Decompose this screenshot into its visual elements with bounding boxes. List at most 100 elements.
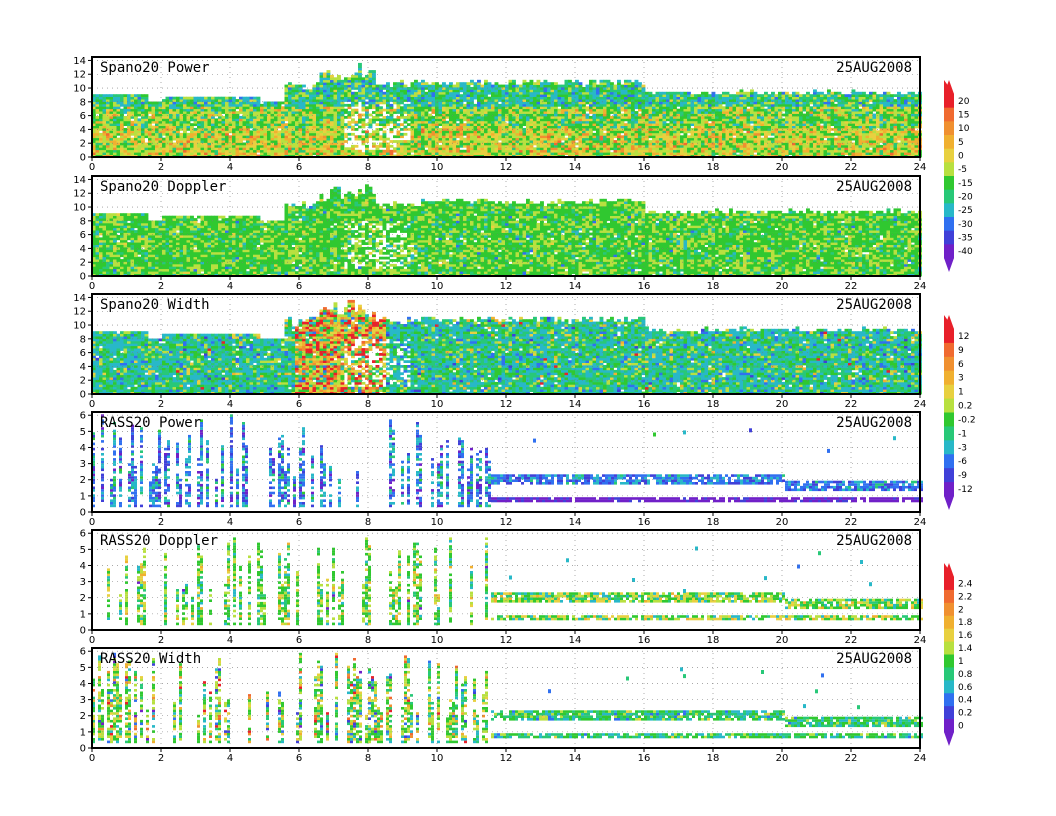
heatmap-cell — [141, 106, 145, 109]
heatmap-cell — [106, 145, 110, 148]
heatmap-cell — [197, 147, 201, 150]
heatmap-cell — [96, 130, 100, 133]
heatmap-cell — [274, 147, 278, 150]
heatmap-cell — [243, 135, 247, 138]
heatmap-cell — [148, 150, 152, 153]
heatmap-cell — [302, 126, 306, 129]
heatmap-cell — [208, 97, 212, 100]
heatmap-cell — [267, 150, 271, 153]
heatmap-cell — [348, 99, 352, 102]
heatmap-cell — [96, 147, 100, 150]
heatmap-cell — [96, 152, 100, 155]
heatmap-cell — [316, 118, 320, 121]
heatmap-cell — [316, 85, 320, 88]
heatmap-cell — [306, 104, 310, 107]
heatmap-cell — [316, 104, 320, 107]
heatmap-cell — [337, 118, 341, 121]
heatmap-cell — [355, 123, 359, 126]
heatmap-cell — [120, 104, 124, 107]
heatmap-cell — [274, 150, 278, 153]
heatmap-cell — [292, 116, 296, 119]
heatmap-cell — [190, 123, 194, 126]
heatmap-cell — [285, 135, 289, 138]
heatmap-cell — [309, 126, 313, 129]
heatmap-cell — [264, 121, 268, 124]
heatmap-cell — [159, 126, 163, 129]
heatmap-cell — [316, 99, 320, 102]
heatmap-cell — [187, 121, 191, 124]
heatmap-cell — [232, 147, 236, 150]
heatmap-cell — [257, 140, 261, 143]
heatmap-cell — [183, 111, 187, 114]
heatmap-cell — [225, 150, 229, 153]
heatmap-cell — [309, 89, 313, 92]
heatmap-cell — [96, 99, 100, 102]
heatmap-cell — [222, 145, 226, 148]
heatmap-cell — [145, 150, 149, 153]
heatmap-cell — [190, 135, 194, 138]
heatmap-cell — [204, 121, 208, 124]
heatmap-cell — [250, 111, 254, 114]
heatmap-cell — [236, 114, 240, 117]
heatmap-cell — [215, 133, 219, 136]
heatmap-cell — [127, 133, 131, 136]
heatmap-cell — [236, 116, 240, 119]
heatmap-cell — [243, 116, 247, 119]
heatmap-cell — [309, 111, 313, 114]
heatmap-cell — [218, 130, 222, 133]
heatmap-cell — [271, 147, 275, 150]
heatmap-cell — [134, 133, 138, 136]
heatmap-cell — [341, 99, 345, 102]
heatmap-cell — [211, 106, 215, 109]
heatmap-cell — [271, 130, 275, 133]
heatmap-cell — [152, 138, 156, 141]
heatmap-cell — [295, 114, 299, 117]
heatmap-cell — [232, 99, 236, 102]
heatmap-cell — [348, 89, 352, 92]
heatmap-cell — [138, 109, 142, 112]
heatmap-cell — [323, 80, 327, 83]
heatmap-cell — [344, 140, 348, 143]
heatmap-cell — [183, 147, 187, 150]
heatmap-cell — [159, 150, 163, 153]
heatmap-cell — [327, 99, 331, 102]
heatmap-cell — [264, 118, 268, 121]
heatmap-cell — [225, 152, 229, 155]
heatmap-cell — [253, 150, 257, 153]
heatmap-cell — [295, 133, 299, 136]
heatmap-cell — [106, 152, 110, 155]
heatmap-cell — [134, 138, 138, 141]
heatmap-cell — [96, 145, 100, 148]
heatmap-cell — [218, 138, 222, 141]
heatmap-cell — [264, 143, 268, 146]
heatmap-cell — [232, 135, 236, 138]
heatmap-cell — [299, 99, 303, 102]
heatmap-cell — [103, 121, 107, 124]
heatmap-cell — [215, 109, 219, 112]
heatmap-cell — [355, 138, 359, 141]
heatmap-cell — [341, 80, 345, 83]
heatmap-cell — [271, 135, 275, 138]
heatmap-cell — [327, 80, 331, 83]
heatmap-cell — [106, 150, 110, 153]
heatmap-cell — [211, 99, 215, 102]
heatmap-cell — [120, 140, 124, 143]
heatmap-cell — [145, 114, 149, 117]
heatmap-cell — [344, 85, 348, 88]
heatmap-cell — [190, 152, 194, 155]
heatmap-cell — [348, 121, 352, 124]
heatmap-cell — [327, 116, 331, 119]
heatmap-cell — [131, 140, 135, 143]
heatmap-cell — [327, 147, 331, 150]
heatmap-cell — [278, 143, 282, 146]
heatmap-cell — [302, 116, 306, 119]
heatmap-cell — [113, 123, 117, 126]
heatmap-cell — [148, 130, 152, 133]
heatmap-cell — [288, 138, 292, 141]
heatmap-cell — [173, 111, 177, 114]
heatmap-cell — [173, 104, 177, 107]
heatmap-cell — [113, 102, 117, 105]
heatmap-cell — [264, 116, 268, 119]
heatmap-cell — [232, 121, 236, 124]
heatmap-cell — [96, 97, 100, 100]
